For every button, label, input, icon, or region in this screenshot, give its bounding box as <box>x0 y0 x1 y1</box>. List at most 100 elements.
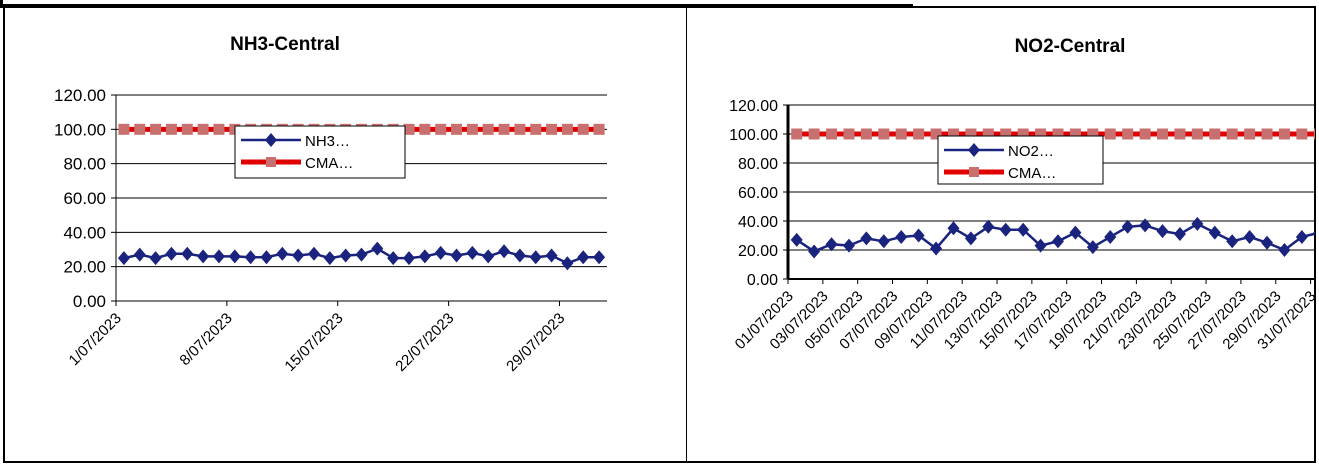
data-point <box>593 123 605 135</box>
y-tick-label: 0.00 <box>747 272 778 289</box>
data-point <box>1017 222 1030 237</box>
data-point <box>790 232 803 247</box>
data-point <box>808 244 821 259</box>
data-point <box>912 228 925 243</box>
data-point <box>1243 229 1256 244</box>
y-tick-label: 100.00 <box>729 127 778 144</box>
data-point <box>228 249 241 264</box>
data-point <box>1191 216 1204 231</box>
data-point <box>1157 128 1169 140</box>
data-point <box>513 248 526 263</box>
data-point <box>878 128 890 140</box>
data-point <box>403 123 415 135</box>
data-point <box>842 238 855 253</box>
data-point <box>514 123 526 135</box>
data-point <box>545 248 558 263</box>
data-point <box>930 128 942 140</box>
data-point <box>339 248 352 263</box>
data-point <box>212 249 225 264</box>
data-point <box>466 123 478 135</box>
data-point <box>529 250 542 265</box>
data-point <box>419 123 431 135</box>
data-point <box>498 244 511 259</box>
data-point <box>1226 128 1238 140</box>
data-point <box>825 237 838 252</box>
y-tick-label: 80.00 <box>738 156 778 173</box>
data-point <box>1034 238 1047 253</box>
data-point <box>964 231 977 246</box>
data-point <box>466 245 479 260</box>
data-point <box>1191 128 1203 140</box>
y-tick-label: 100.00 <box>54 120 106 139</box>
data-point <box>1208 225 1221 240</box>
data-point <box>1261 128 1273 140</box>
data-point <box>530 123 542 135</box>
data-point <box>1296 128 1308 140</box>
top-border-line <box>0 0 913 6</box>
data-point <box>1313 128 1315 140</box>
data-point <box>593 250 606 265</box>
data-point <box>1122 128 1134 140</box>
data-point <box>1156 224 1169 239</box>
legend-label: CMA… <box>305 155 353 172</box>
y-tick-label: 60.00 <box>63 189 106 208</box>
data-point <box>877 234 890 249</box>
data-point <box>947 221 960 236</box>
table-frame <box>3 6 1316 463</box>
data-point <box>1261 235 1274 250</box>
data-point <box>826 128 838 140</box>
data-point <box>435 123 447 135</box>
y-tick-label: 120.00 <box>729 98 778 115</box>
data-point <box>546 123 558 135</box>
data-point <box>1139 128 1151 140</box>
y-tick-label: 0.00 <box>73 292 106 311</box>
data-point <box>1052 234 1064 249</box>
data-point <box>1173 227 1186 242</box>
data-point <box>181 123 193 135</box>
nh3-central-chart: NH3-Central 0.00 20.00 40.00 60.00 80.00 100.0… <box>54 34 607 375</box>
data-point <box>118 123 130 135</box>
x-tick-label: 29/07/2023 <box>503 310 568 375</box>
data-point <box>150 123 162 135</box>
x-tick-label: 15/07/2023 <box>281 310 346 375</box>
data-point <box>451 123 463 135</box>
data-point <box>181 246 194 261</box>
legend-swatch-marker <box>266 157 276 167</box>
data-point <box>482 123 494 135</box>
data-point <box>1278 128 1290 140</box>
data-point <box>355 247 368 262</box>
y-tick-label: 20.00 <box>63 258 106 277</box>
data-point <box>276 246 289 261</box>
data-point <box>244 250 257 265</box>
data-point <box>149 251 162 266</box>
data-point <box>307 246 320 261</box>
data-point <box>860 128 872 140</box>
data-point <box>1226 234 1239 249</box>
data-point <box>197 249 210 264</box>
y-tick-label: 40.00 <box>63 223 106 242</box>
legend-swatch-marker <box>968 143 980 157</box>
data-point <box>1209 128 1221 140</box>
data-point <box>577 123 589 135</box>
data-point <box>371 241 384 256</box>
legend-label: NO2… <box>1008 143 1054 160</box>
data-point <box>498 123 510 135</box>
legend-label: CMA… <box>1008 165 1056 182</box>
data-point <box>913 128 925 140</box>
chart-title: NO2-Central <box>1015 36 1126 57</box>
legend-label: NH3… <box>305 133 350 150</box>
data-point <box>1139 218 1152 233</box>
data-point <box>895 229 908 244</box>
data-point <box>323 251 336 266</box>
panel-divider <box>686 6 687 463</box>
legend-box <box>937 135 1104 185</box>
legend-swatch-marker <box>969 167 979 177</box>
data-point <box>1104 128 1116 140</box>
data-point <box>434 245 447 260</box>
data-point <box>197 123 209 135</box>
data-point <box>165 123 177 135</box>
data-point <box>133 247 146 262</box>
data-point <box>1104 229 1117 244</box>
data-point <box>895 128 907 140</box>
data-point <box>1244 128 1256 140</box>
